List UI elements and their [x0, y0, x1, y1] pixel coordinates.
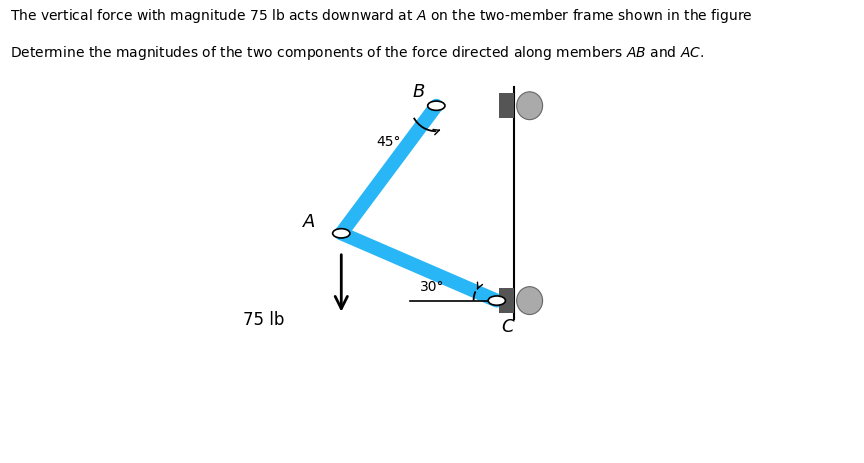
- Text: C: C: [501, 317, 514, 335]
- Circle shape: [428, 102, 445, 111]
- Text: A: A: [303, 212, 315, 230]
- Circle shape: [488, 296, 505, 306]
- Text: B: B: [413, 83, 425, 101]
- Ellipse shape: [517, 93, 543, 120]
- Text: 30°: 30°: [420, 279, 444, 293]
- Text: Determine the magnitudes of the two components of the force directed along membe: Determine the magnitudes of the two comp…: [10, 44, 704, 62]
- Ellipse shape: [517, 287, 543, 315]
- Text: The vertical force with magnitude 75 lb acts downward at $\mathit{A}$ on the two: The vertical force with magnitude 75 lb …: [10, 7, 753, 25]
- Text: 75 lb: 75 lb: [243, 310, 284, 328]
- Text: 45°: 45°: [377, 134, 401, 148]
- Circle shape: [333, 229, 350, 238]
- Bar: [499, 94, 514, 119]
- Bar: [499, 288, 514, 314]
